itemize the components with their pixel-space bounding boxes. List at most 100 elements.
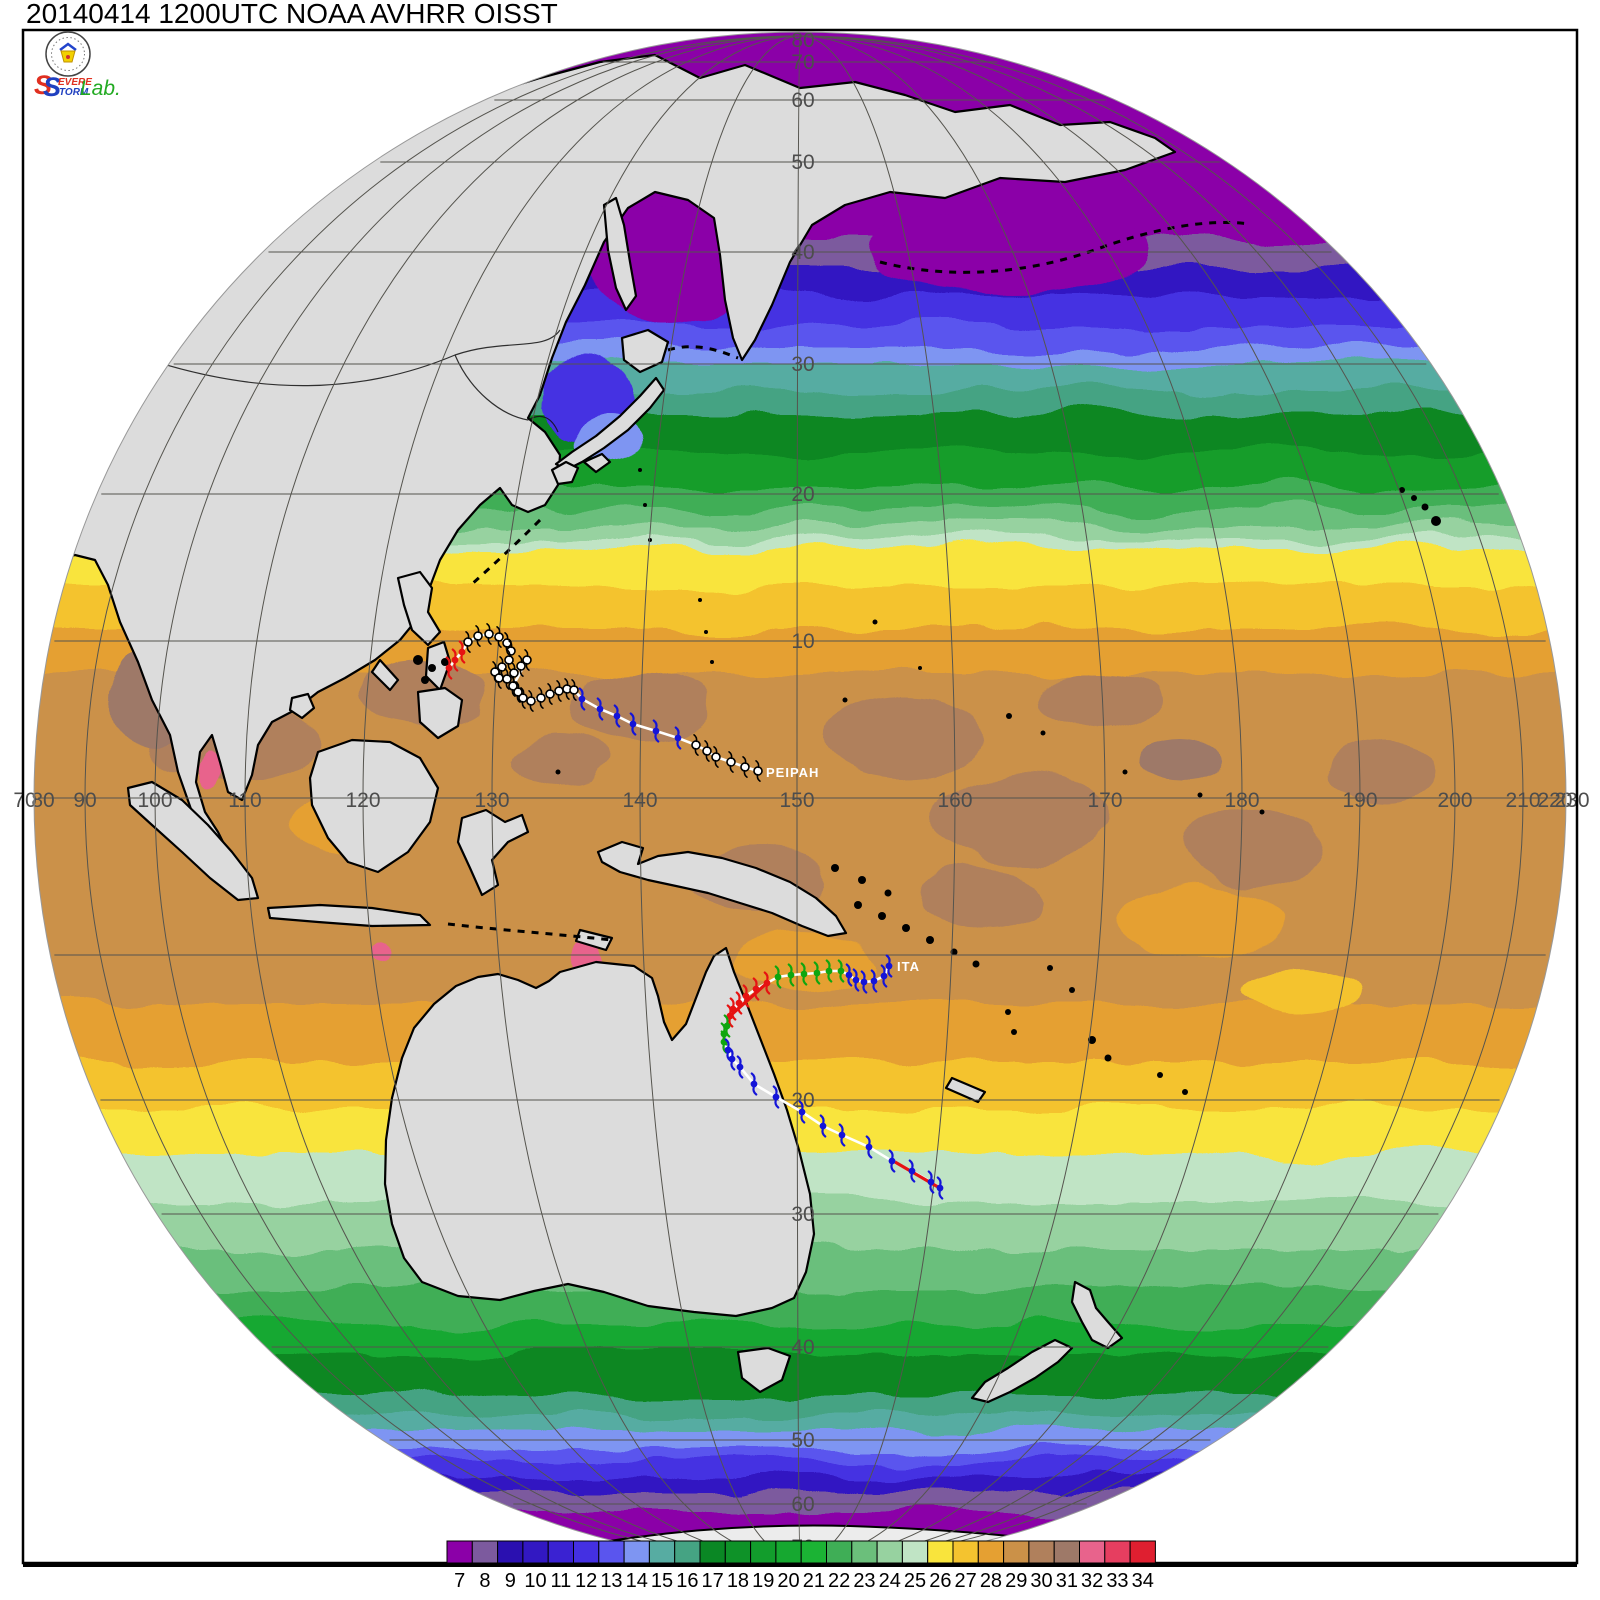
cyclone-marker — [463, 631, 473, 653]
colorbar-value: 15 — [651, 1570, 673, 1592]
land-sumatra — [126, 780, 260, 902]
svg-text:60: 60 — [791, 1493, 814, 1516]
svg-text:50: 50 — [791, 151, 814, 174]
colorbar-cell — [800, 1540, 828, 1564]
cyclone-marker — [508, 675, 518, 697]
svg-text:90: 90 — [73, 789, 96, 812]
cyclone-marker — [494, 626, 504, 648]
colorbar-cell — [573, 1540, 600, 1564]
cyclone-marker — [522, 649, 532, 671]
cyclone-marker — [545, 683, 555, 705]
svg-text:20: 20 — [791, 1089, 814, 1112]
cyclone-marker — [800, 962, 808, 986]
cyclone-marker — [613, 704, 621, 728]
cyclone-marker — [652, 719, 660, 743]
colorbar-value: 19 — [752, 1570, 774, 1592]
colorbar-cell — [977, 1540, 1005, 1564]
land-kyushu — [550, 460, 580, 486]
colorbar-value: 16 — [676, 1570, 698, 1592]
colorbar-value: 33 — [1106, 1570, 1128, 1592]
storm-name-label: PEIPAH — [766, 765, 819, 780]
colorbar-value: 34 — [1132, 1570, 1154, 1592]
land-nz-north — [1070, 1280, 1124, 1350]
colorbar-value: 18 — [727, 1570, 749, 1592]
chain-lesser-sunda — [447, 922, 613, 942]
cyclone-marker — [702, 740, 712, 762]
storm-name-label: ITA — [897, 959, 920, 974]
cyclone-marker — [742, 984, 750, 1008]
colorbar-value: 22 — [828, 1570, 850, 1592]
colorbar-value: 11 — [550, 1570, 571, 1592]
colorbar-value: 10 — [524, 1570, 546, 1592]
colorbar-value: 24 — [879, 1570, 901, 1592]
frame-bottom-bar — [23, 1562, 1577, 1567]
cyclone-marker — [494, 667, 504, 689]
cyclone-marker — [726, 751, 736, 773]
colorbar-cell — [1079, 1540, 1106, 1564]
colorbar-cell — [471, 1540, 499, 1564]
colorbar-cell — [547, 1540, 575, 1564]
colorbar-cell — [446, 1540, 473, 1564]
cyclone-marker — [774, 965, 782, 989]
cyclone-marker — [740, 756, 750, 778]
cyclone-marker — [860, 970, 868, 994]
land-australia — [383, 946, 816, 1318]
colorbar-value: 12 — [575, 1570, 597, 1592]
land-borneo — [308, 738, 440, 874]
svg-text:120: 120 — [345, 789, 380, 812]
colorbar-cell — [598, 1540, 625, 1564]
cyclone-marker — [445, 656, 453, 680]
svg-text:60: 60 — [791, 89, 814, 112]
logo-seal-dot — [66, 55, 70, 59]
colorbar-cell — [851, 1540, 878, 1564]
land-shikoku — [582, 452, 612, 474]
cyclone-marker — [885, 954, 893, 978]
colorbar-cell — [1028, 1540, 1055, 1564]
svg-text:80: 80 — [31, 789, 54, 812]
severe-storm-lab-logo: S S EVERE TORM Lab. — [34, 31, 121, 102]
cyclone-marker — [502, 668, 512, 690]
svg-text:210: 210 — [1505, 789, 1540, 812]
logo-storm: TORM — [59, 87, 89, 98]
colorbar-cell — [750, 1540, 777, 1564]
colorbar-value: 30 — [1030, 1570, 1052, 1592]
small-islands — [413, 468, 1441, 1095]
colorbar-cell — [724, 1540, 752, 1564]
colorbar-cell — [522, 1540, 549, 1564]
svg-text:70: 70 — [791, 51, 814, 74]
svg-text:50: 50 — [791, 1429, 814, 1452]
svg-text:130: 130 — [474, 789, 509, 812]
svg-text:30: 30 — [791, 353, 814, 376]
land-tasmania — [736, 1346, 792, 1394]
colorbar-cell — [648, 1540, 676, 1564]
cyclone-marker — [753, 760, 763, 782]
colorbar-cell — [623, 1540, 650, 1564]
land-hainan — [288, 692, 316, 720]
colorbar-value: 28 — [980, 1570, 1002, 1592]
country-borders — [149, 329, 561, 433]
colorbar-cell — [775, 1540, 802, 1564]
land-mindanao — [416, 686, 464, 740]
colorbar-value: 20 — [777, 1570, 799, 1592]
svg-text:30: 30 — [791, 1203, 814, 1226]
cyclone-marker — [578, 687, 586, 711]
svg-text:40: 40 — [791, 1336, 814, 1359]
svg-text:160: 160 — [937, 789, 972, 812]
colorbar-value: 14 — [626, 1570, 648, 1592]
cyclone-marker — [750, 1072, 758, 1096]
cyclone-marker — [596, 697, 604, 721]
chain-ryukyu — [470, 518, 542, 586]
svg-text:220: 220 — [1537, 789, 1572, 812]
cyclone-marker — [798, 1100, 806, 1124]
svg-text:170: 170 — [1087, 789, 1122, 812]
storm-tracks: PEIPAH ITA — [445, 623, 944, 1200]
cyclone-marker — [726, 1004, 734, 1028]
cyclone-marker — [819, 1114, 827, 1138]
land-palawan — [370, 658, 400, 692]
svg-text:190: 190 — [1342, 789, 1377, 812]
graticule — [38, 35, 1562, 1561]
chain-aleutian — [879, 220, 1251, 274]
cyclone-marker — [772, 1085, 780, 1109]
